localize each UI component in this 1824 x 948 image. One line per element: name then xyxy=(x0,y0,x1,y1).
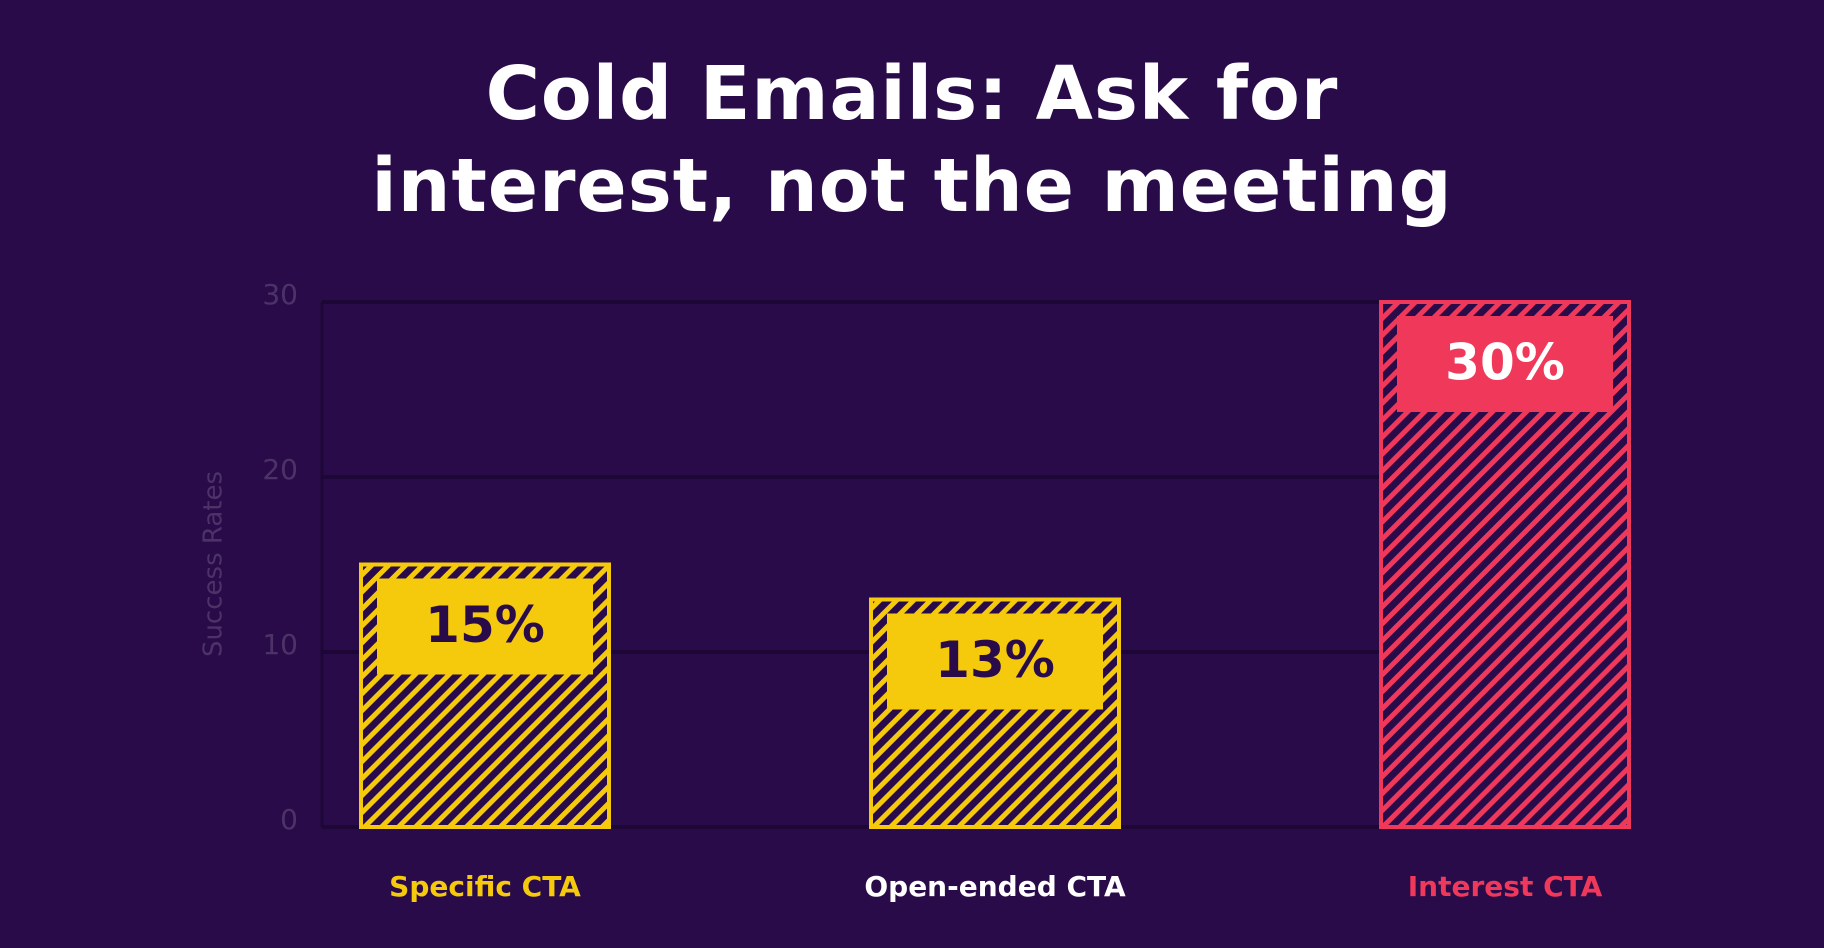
y-tick-label: 30 xyxy=(262,278,298,311)
x-tick-label: Specific CTA xyxy=(389,870,581,903)
value-label: 15% xyxy=(425,596,545,654)
y-axis-label: Success Rates xyxy=(199,471,229,657)
chart-title: Cold Emails: Ask for interest, not the m… xyxy=(371,51,1453,229)
value-label-box xyxy=(377,578,593,675)
value-label: 30% xyxy=(1445,334,1565,392)
value-label-box xyxy=(887,613,1103,710)
x-tick-label: Open-ended CTA xyxy=(864,870,1126,903)
y-tick-label: 20 xyxy=(262,453,298,486)
value-label-box xyxy=(1397,316,1613,412)
y-tick-label: 10 xyxy=(262,628,298,661)
value-label: 13% xyxy=(935,631,1055,689)
y-tick-label: 0 xyxy=(280,803,298,836)
x-tick-label: Interest CTA xyxy=(1408,870,1603,903)
